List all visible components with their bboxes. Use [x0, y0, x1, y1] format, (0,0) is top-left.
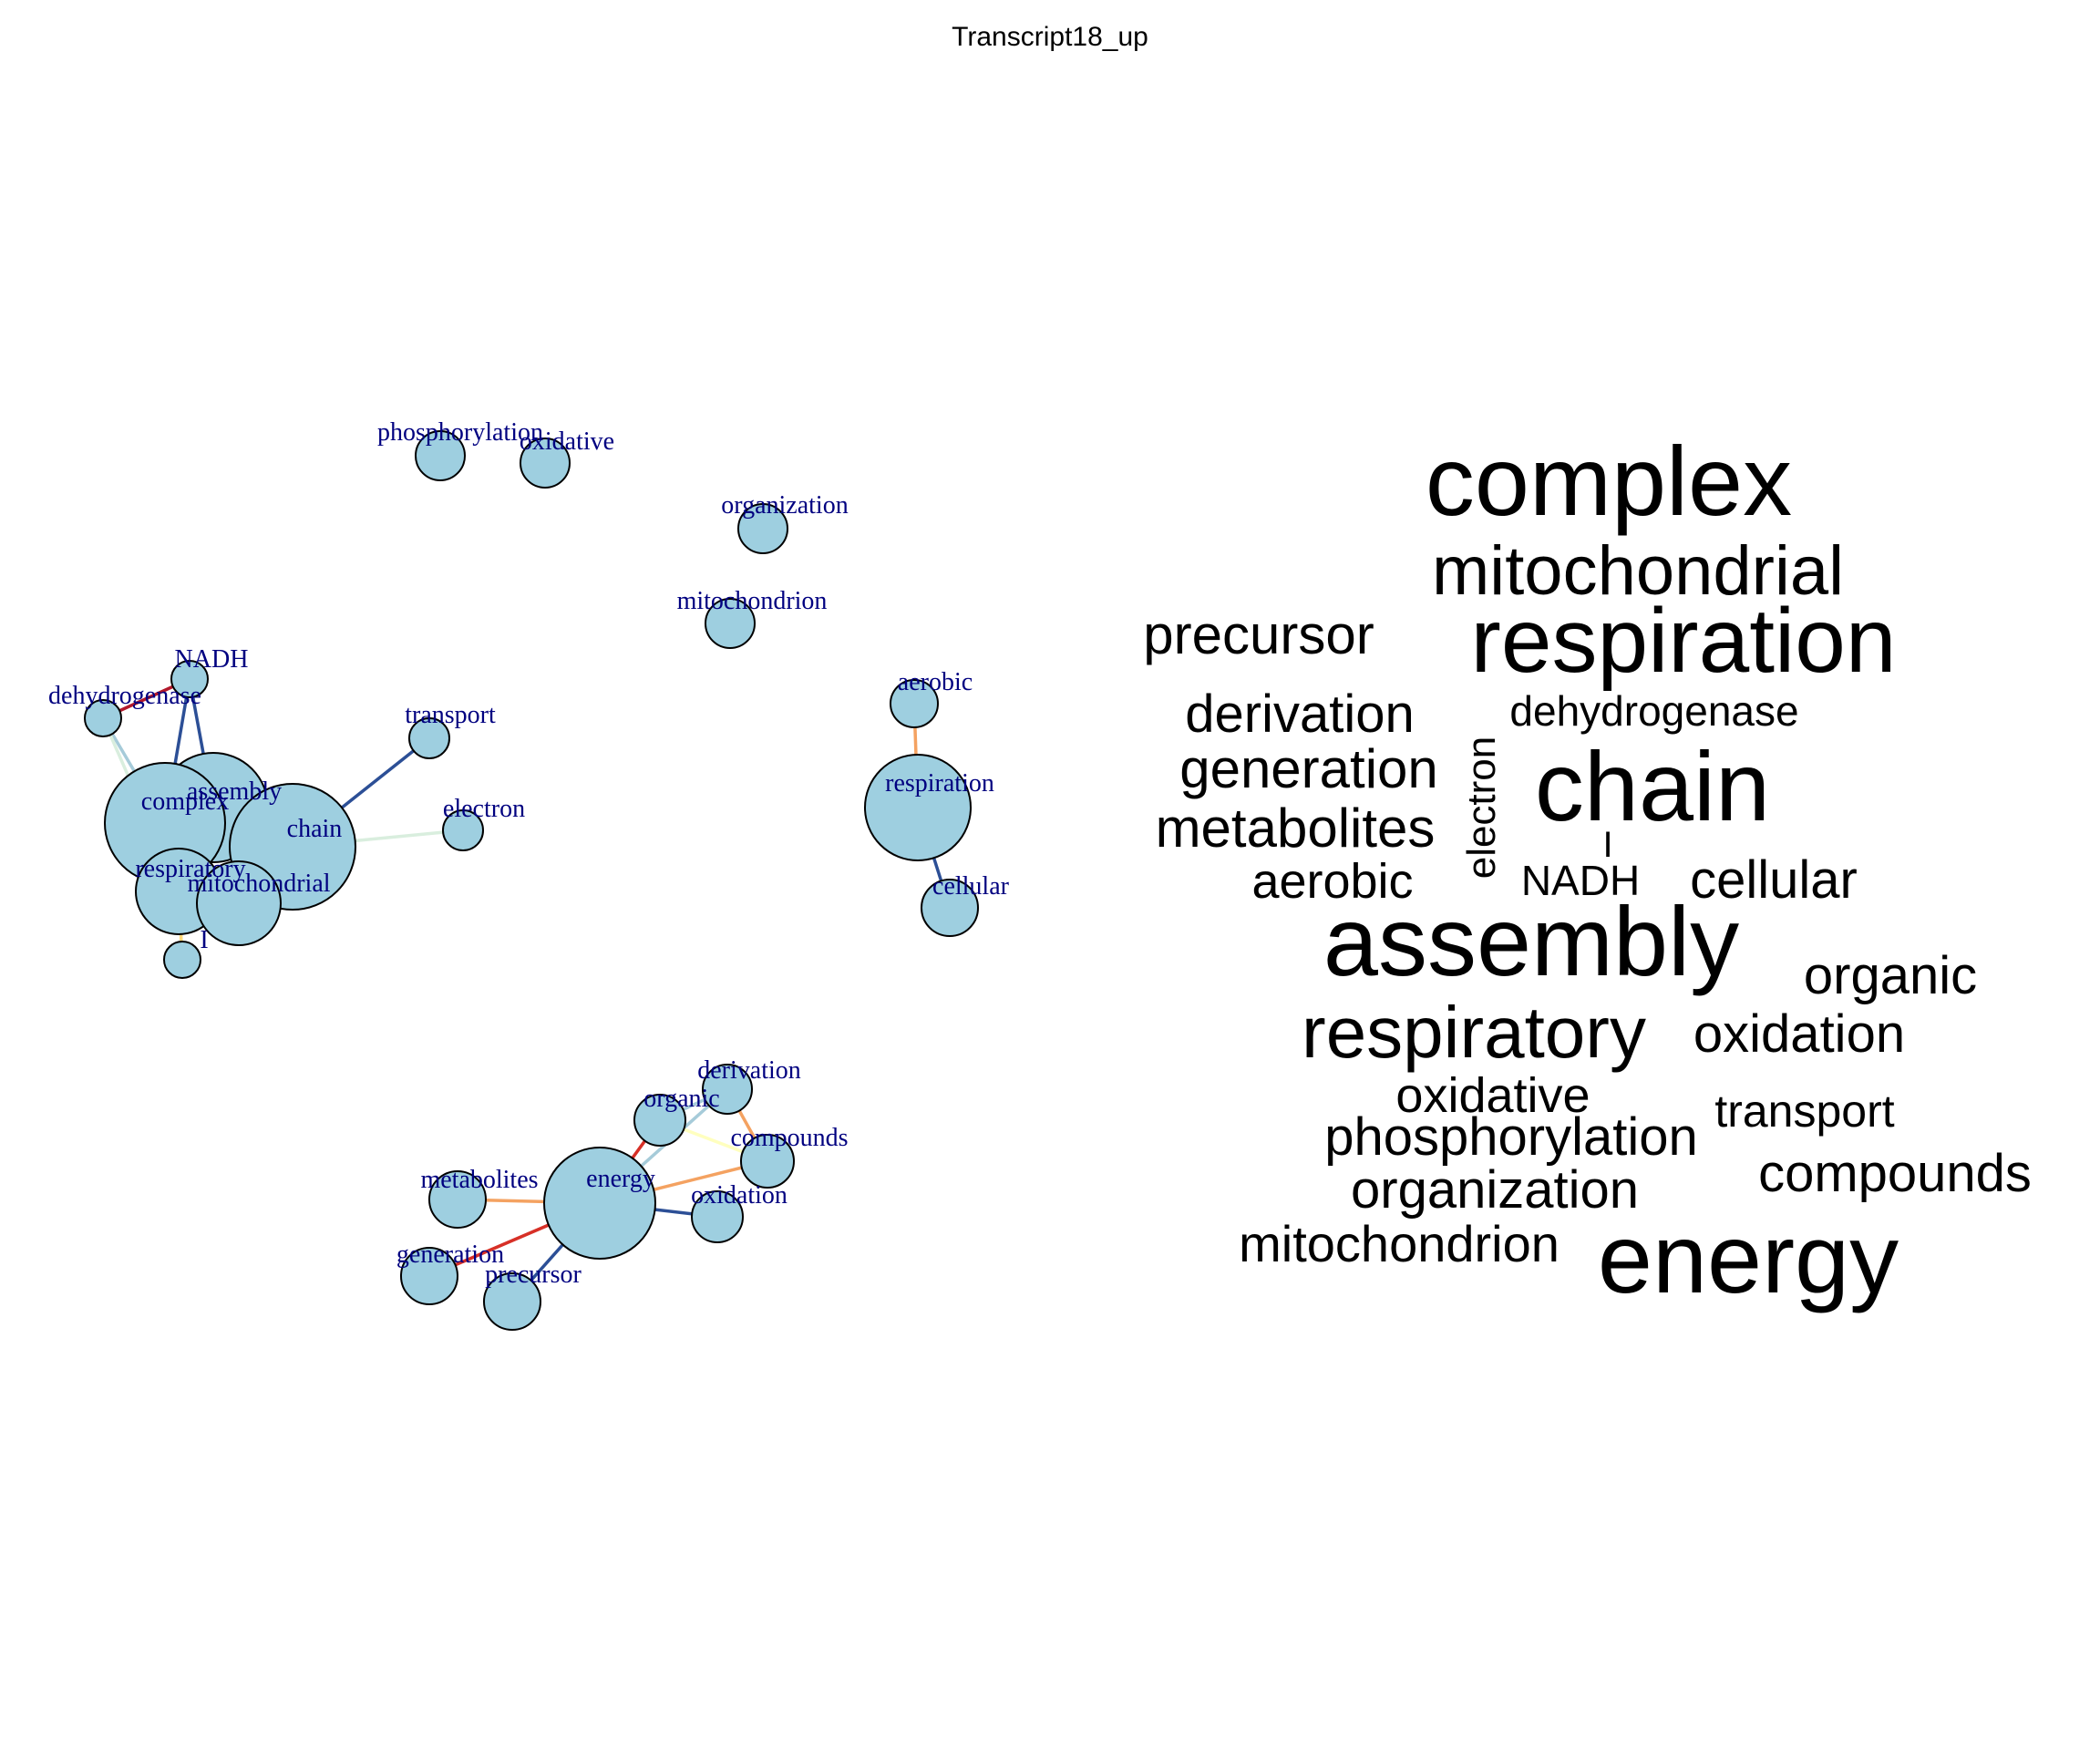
node-label-compounds: compounds: [730, 1124, 848, 1152]
node-label-metabolites: metabolites: [420, 1166, 538, 1194]
node-label-transport: transport: [405, 701, 496, 729]
node-compounds: [740, 1134, 795, 1189]
cloud-word-compounds: compounds: [1758, 1144, 2032, 1203]
node-circle: [890, 679, 939, 728]
cloud-word-oxidation: oxidation: [1693, 1004, 1905, 1064]
cloud-word-aerobic: aerobic: [1251, 854, 1413, 909]
node-derivation: [702, 1064, 753, 1115]
cloud-word-generation: generation: [1179, 738, 1438, 799]
node-circle: [921, 879, 979, 937]
node-label-energy: energy: [586, 1165, 655, 1193]
node-label-generation: generation: [396, 1240, 504, 1269]
node-organic: [633, 1094, 686, 1147]
node-label-aerobic: aerobic: [898, 668, 973, 696]
cloud-word-mitochondrion: mitochondrion: [1239, 1215, 1560, 1272]
node-label-mitochondrial: mitochondrial: [187, 870, 330, 898]
node-circle: [864, 754, 972, 861]
cloud-word-respiratory: respiratory: [1302, 992, 1646, 1073]
cloud-word-organic: organic: [1804, 946, 1977, 1005]
node-circle: [415, 430, 466, 481]
node-circle: [428, 1170, 487, 1229]
cloud-word-transport: transport: [1714, 1086, 1894, 1137]
node-label-complex: complex: [141, 788, 229, 816]
node-cellular: [921, 879, 979, 937]
node-circle: [691, 1190, 744, 1243]
cloud-word-mitochondrial: mitochondrial: [1432, 532, 1844, 610]
node-generation: [400, 1247, 458, 1305]
cloud-word-organization: organization: [1351, 1160, 1639, 1220]
cloud-word-precursor: precursor: [1143, 604, 1374, 665]
node-NADH: [170, 660, 209, 698]
node-metabolites: [428, 1170, 487, 1229]
cloud-word-oxidative: oxidative: [1395, 1068, 1590, 1123]
cloud-word-dehydrogenase: dehydrogenase: [1509, 687, 1798, 735]
node-circle: [543, 1147, 656, 1260]
node-circle: [702, 1064, 753, 1115]
node-label-derivation: derivation: [697, 1056, 801, 1085]
node-aerobic: [890, 679, 939, 728]
node-label-oxidative: oxidative: [520, 427, 614, 456]
node-organization: [737, 503, 788, 554]
node-mitochondrion: [705, 598, 756, 649]
node-label-I: I: [200, 926, 208, 954]
cloud-word-electron: electron: [1459, 736, 1504, 880]
node-label-organization: organization: [721, 491, 848, 520]
cloud-word-metabolites: metabolites: [1156, 798, 1436, 859]
node-circle: [633, 1094, 686, 1147]
cloud-word-respiration: respiration: [1471, 590, 1897, 692]
cloud-word-I: I: [1602, 825, 1612, 865]
node-precursor: [483, 1272, 541, 1331]
cloud-word-chain: chain: [1535, 731, 1770, 841]
node-circle: [84, 699, 122, 737]
node-label-cellular: cellular: [932, 872, 1010, 901]
node-label-respiratory: respiratory: [135, 855, 245, 883]
node-circle: [163, 941, 201, 979]
node-label-electron: electron: [443, 795, 525, 823]
node-circle: [705, 598, 756, 649]
node-circle: [400, 1247, 458, 1305]
node-I: [163, 941, 201, 979]
node-label-mitochondrion: mitochondrion: [677, 587, 828, 615]
node-circle: [408, 717, 450, 759]
node-label-NADH: NADH: [175, 645, 249, 674]
node-transport: [408, 717, 450, 759]
node-label-respiration: respiration: [885, 769, 994, 798]
node-label-oxidation: oxidation: [691, 1181, 788, 1210]
figure-title: Transcript18_up: [952, 22, 1148, 52]
cloud-word-NADH: NADH: [1521, 857, 1640, 904]
node-respiration: [864, 754, 972, 861]
node-label-dehydrogenase: dehydrogenase: [48, 682, 201, 710]
node-label-chain: chain: [287, 815, 343, 843]
node-label-assembly: assembly: [187, 777, 282, 806]
node-oxidative: [520, 438, 571, 489]
node-circle: [483, 1272, 541, 1331]
node-electron: [442, 809, 484, 851]
node-circle: [737, 503, 788, 554]
node-energy: [543, 1147, 656, 1260]
node-circle: [170, 660, 209, 698]
node-oxidation: [691, 1190, 744, 1243]
node-dehydrogenase: [84, 699, 122, 737]
node-circle: [740, 1134, 795, 1189]
node-mitochondrial: [196, 860, 282, 946]
cloud-word-cellular: cellular: [1690, 850, 1858, 910]
cloud-word-assembly: assembly: [1323, 886, 1739, 996]
node-label-organic: organic: [643, 1085, 719, 1113]
node-label-phosphorylation: phosphorylation: [377, 418, 543, 447]
cloud-word-phosphorylation: phosphorylation: [1324, 1107, 1698, 1167]
cloud-word-energy: energy: [1598, 1203, 1899, 1313]
node-label-precursor: precursor: [485, 1261, 582, 1289]
node-phosphorylation: [415, 430, 466, 481]
node-circle: [196, 860, 282, 946]
cloud-word-derivation: derivation: [1185, 685, 1414, 744]
node-circle: [442, 809, 484, 851]
cloud-word-complex: complex: [1426, 426, 1792, 536]
node-circle: [520, 438, 571, 489]
